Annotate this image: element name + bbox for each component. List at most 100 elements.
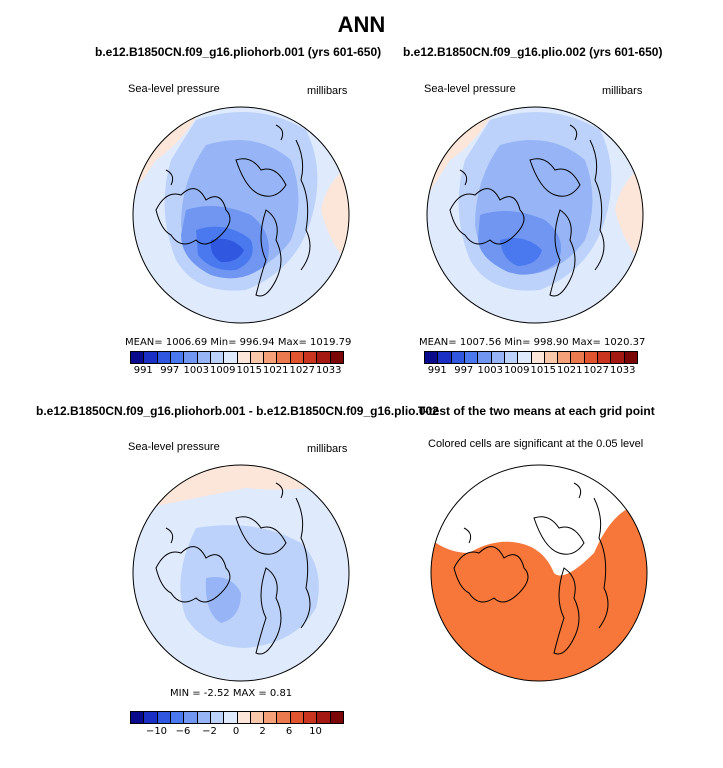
colorbar-tick-label: 1033 bbox=[316, 365, 342, 376]
contour-fill bbox=[205, 577, 241, 623]
panel-2-map bbox=[426, 106, 644, 324]
colorbar-tick-label: 0 bbox=[232, 726, 240, 737]
colorbar-swatch bbox=[317, 352, 331, 363]
panel-2-colorbar-ticks: 991 997 1003 1009 1015 1021 1027 1033 bbox=[424, 365, 636, 377]
colorbar-swatch bbox=[451, 352, 465, 363]
colorbar-tick-label: 991 bbox=[427, 365, 447, 376]
figure-title: ANN bbox=[337, 12, 386, 37]
colorbar-tick-label: 1015 bbox=[530, 365, 556, 376]
colorbar-swatch bbox=[250, 352, 265, 363]
colorbar-swatch bbox=[277, 352, 291, 363]
colorbar-tick-label: 1021 bbox=[557, 365, 583, 376]
panel-4-map bbox=[430, 464, 648, 682]
coastline bbox=[593, 497, 609, 629]
colorbar-swatch bbox=[197, 712, 211, 723]
colorbar-swatch bbox=[544, 352, 559, 363]
colorbar-swatch bbox=[558, 352, 572, 363]
significant-region bbox=[431, 503, 647, 681]
colorbar-swatch bbox=[237, 712, 251, 723]
colorbar-swatch bbox=[277, 712, 291, 723]
coastline bbox=[553, 567, 580, 655]
colorbar-swatch bbox=[131, 352, 145, 363]
colorbar-swatch bbox=[184, 352, 198, 363]
colorbar-tick-label: −2 bbox=[202, 726, 217, 737]
panel-3-map bbox=[132, 464, 350, 682]
colorbar-swatch bbox=[237, 352, 251, 363]
panel-1-stats: MEAN= 1006.69 Min= 996.94 Max= 1019.79 bbox=[125, 337, 352, 348]
colorbar-swatch bbox=[210, 352, 225, 363]
panel-1-colorbar-ticks: 991 997 1003 1009 1015 1021 1027 1033 bbox=[130, 365, 342, 377]
coastline bbox=[255, 209, 282, 297]
colorbar-swatch bbox=[144, 352, 158, 363]
coastline bbox=[449, 188, 525, 245]
colorbar-swatch bbox=[304, 352, 318, 363]
coastline bbox=[255, 567, 282, 655]
colorbar-tick-label: 10 bbox=[309, 726, 322, 737]
colorbar-tick-label: 1003 bbox=[477, 365, 503, 376]
coastline bbox=[235, 516, 287, 555]
coastline bbox=[295, 497, 311, 629]
coastline bbox=[453, 546, 529, 603]
colorbar-swatch bbox=[491, 352, 505, 363]
colorbar-swatch bbox=[264, 352, 278, 363]
colorbar-tick-label: 6 bbox=[285, 726, 293, 737]
colorbar-tick-label: 1027 bbox=[289, 365, 315, 376]
colorbar-swatch bbox=[224, 712, 238, 723]
colorbar-tick-label: 1015 bbox=[236, 365, 262, 376]
colorbar-swatch bbox=[131, 712, 145, 723]
coastline bbox=[155, 188, 231, 245]
colorbar-swatch bbox=[304, 712, 318, 723]
colorbar-swatch bbox=[184, 712, 198, 723]
colorbar-swatch bbox=[518, 352, 532, 363]
colorbar-swatch bbox=[624, 352, 637, 363]
panel-3-variable: Sea-level pressure bbox=[128, 441, 220, 453]
panel-2-colorbar bbox=[424, 351, 638, 364]
colorbar-swatch bbox=[224, 352, 238, 363]
panel-2-stats: MEAN= 1007.56 Min= 998.90 Max= 1020.37 bbox=[419, 337, 646, 348]
panel-1-map bbox=[132, 106, 350, 324]
panel-3-title: b.e12.B1850CN.f09_g16.pliohorb.001 - b.e… bbox=[36, 404, 439, 418]
panel-3-stats: MIN = -2.52 MAX = 0.81 bbox=[170, 688, 293, 699]
colorbar-tick-label: 1009 bbox=[504, 365, 530, 376]
coastline bbox=[573, 482, 582, 499]
colorbar-swatch bbox=[478, 352, 492, 363]
colorbar-tick-label: 1021 bbox=[263, 365, 289, 376]
coastline bbox=[549, 209, 576, 297]
colorbar-swatch bbox=[504, 352, 519, 363]
colorbar-swatch bbox=[290, 712, 305, 723]
colorbar-tick-label: 1003 bbox=[183, 365, 209, 376]
colorbar-tick-label: 997 bbox=[160, 365, 180, 376]
colorbar-tick-label: −10 bbox=[145, 726, 168, 737]
colorbar-swatch bbox=[317, 712, 331, 723]
coastline bbox=[459, 169, 468, 186]
colorbar-tick-label: 997 bbox=[454, 365, 474, 376]
colorbar-swatch bbox=[425, 352, 439, 363]
colorbar-swatch bbox=[611, 352, 625, 363]
coastline bbox=[533, 516, 585, 555]
colorbar-swatch bbox=[531, 352, 545, 363]
coastline bbox=[569, 124, 578, 141]
colorbar-swatch bbox=[197, 352, 211, 363]
colorbar-swatch bbox=[170, 352, 185, 363]
coastline bbox=[275, 124, 284, 141]
panel-1-colorbar bbox=[130, 351, 344, 364]
panel-3-units: millibars bbox=[307, 443, 348, 455]
colorbar-tick-label: −6 bbox=[175, 726, 191, 737]
panel-1-title: b.e12.B1850CN.f09_g16.pliohorb.001 (yrs … bbox=[95, 45, 382, 59]
panel-3-colorbar bbox=[130, 711, 344, 724]
colorbar-swatch bbox=[571, 352, 585, 363]
colorbar-swatch bbox=[170, 712, 185, 723]
contour-fill bbox=[210, 238, 244, 263]
colorbar-swatch bbox=[330, 712, 343, 723]
contour-fill bbox=[500, 237, 542, 266]
colorbar-swatch bbox=[157, 352, 171, 363]
colorbar-tick-label: 1027 bbox=[583, 365, 609, 376]
colorbar-swatch bbox=[438, 352, 452, 363]
coastline bbox=[165, 527, 174, 544]
colorbar-swatch bbox=[264, 712, 278, 723]
coastline bbox=[589, 139, 605, 271]
panel-2-title: b.e12.B1850CN.f09_g16.plio.002 (yrs 601-… bbox=[403, 45, 663, 59]
colorbar-tick-label: 991 bbox=[133, 365, 153, 376]
coastline bbox=[165, 169, 174, 186]
panel-4-title: T-test of the two means at each grid poi… bbox=[418, 404, 655, 418]
